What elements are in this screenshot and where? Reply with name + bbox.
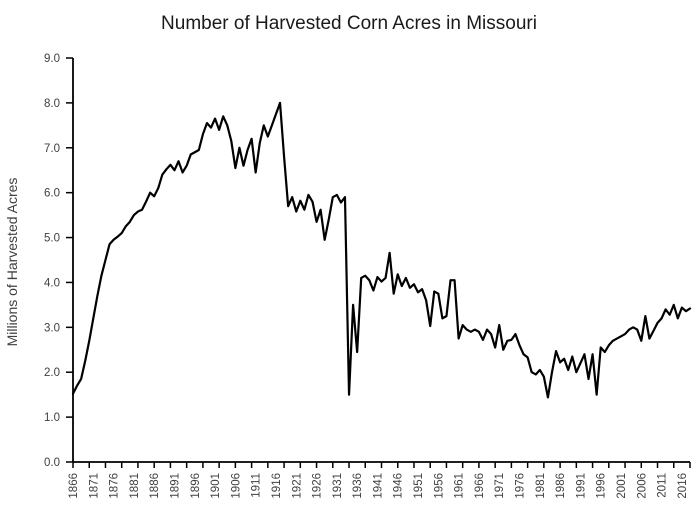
y-tick-label: 5.0 xyxy=(44,233,60,245)
y-tick-label: 3.0 xyxy=(44,322,60,334)
x-tick-label: 1886 xyxy=(149,473,161,499)
plot-area: 0.0 1.0 2.0 3.0 4.0 5.0 6.0 7.0 8.0 9.0 1866 1871 18… xyxy=(44,53,692,499)
x-tick-label: 1966 xyxy=(474,473,486,499)
x-tick-label: 1896 xyxy=(190,473,202,499)
y-tick-label: 2.0 xyxy=(44,367,60,379)
y-tick-label: 9.0 xyxy=(44,53,60,65)
x-tick-label: 2011 xyxy=(657,473,669,498)
x-tick-label: 2006 xyxy=(636,473,648,499)
y-tick-label: 4.0 xyxy=(44,277,60,289)
x-tick-label: 1986 xyxy=(555,473,567,499)
x-tick-label: 1906 xyxy=(230,473,242,499)
x-tick-label: 1991 xyxy=(575,473,587,499)
x-tick-label: 1971 xyxy=(494,473,506,499)
x-tick-label: 1926 xyxy=(312,473,324,499)
x-tick-label: 1996 xyxy=(596,473,608,499)
x-tick-label: 1931 xyxy=(332,473,344,499)
x-tick-label: 1916 xyxy=(271,473,283,499)
x-tick-label: 1936 xyxy=(352,473,364,499)
x-tick-label: 1951 xyxy=(413,473,425,499)
x-tick-label: 1891 xyxy=(169,473,181,499)
y-axis-title: Millions of Harvested Acres xyxy=(4,178,20,347)
y-tick-label: 1.0 xyxy=(44,412,60,424)
x-tick-label: 1871 xyxy=(88,473,100,499)
x-tick-label: 1876 xyxy=(109,473,121,499)
x-tick-label: 1946 xyxy=(393,473,405,499)
x-tick-label: 1901 xyxy=(210,473,222,499)
x-tick-label: 1976 xyxy=(515,473,527,499)
x-tick-label: 1866 xyxy=(68,473,80,499)
x-tick-label: 2001 xyxy=(616,473,628,499)
y-tick-label: 8.0 xyxy=(44,98,60,110)
x-tick-label: 1981 xyxy=(535,473,547,499)
x-tick-label: 1956 xyxy=(433,473,445,499)
data-series-line xyxy=(71,101,692,399)
chart-title: Number of Harvested Corn Acres in Missou… xyxy=(161,13,537,34)
x-tick-label: 1941 xyxy=(372,473,384,499)
x-tick-label: 2016 xyxy=(677,473,689,499)
y-tick-label: 0.0 xyxy=(44,457,60,469)
y-tick-label: 7.0 xyxy=(44,143,60,155)
y-tick-label: 6.0 xyxy=(44,188,60,200)
x-tick-label: 1921 xyxy=(291,473,303,499)
x-tick-label: 1911 xyxy=(251,473,263,498)
x-tick-label: 1961 xyxy=(454,473,466,499)
x-tick-label: 1881 xyxy=(129,473,141,499)
